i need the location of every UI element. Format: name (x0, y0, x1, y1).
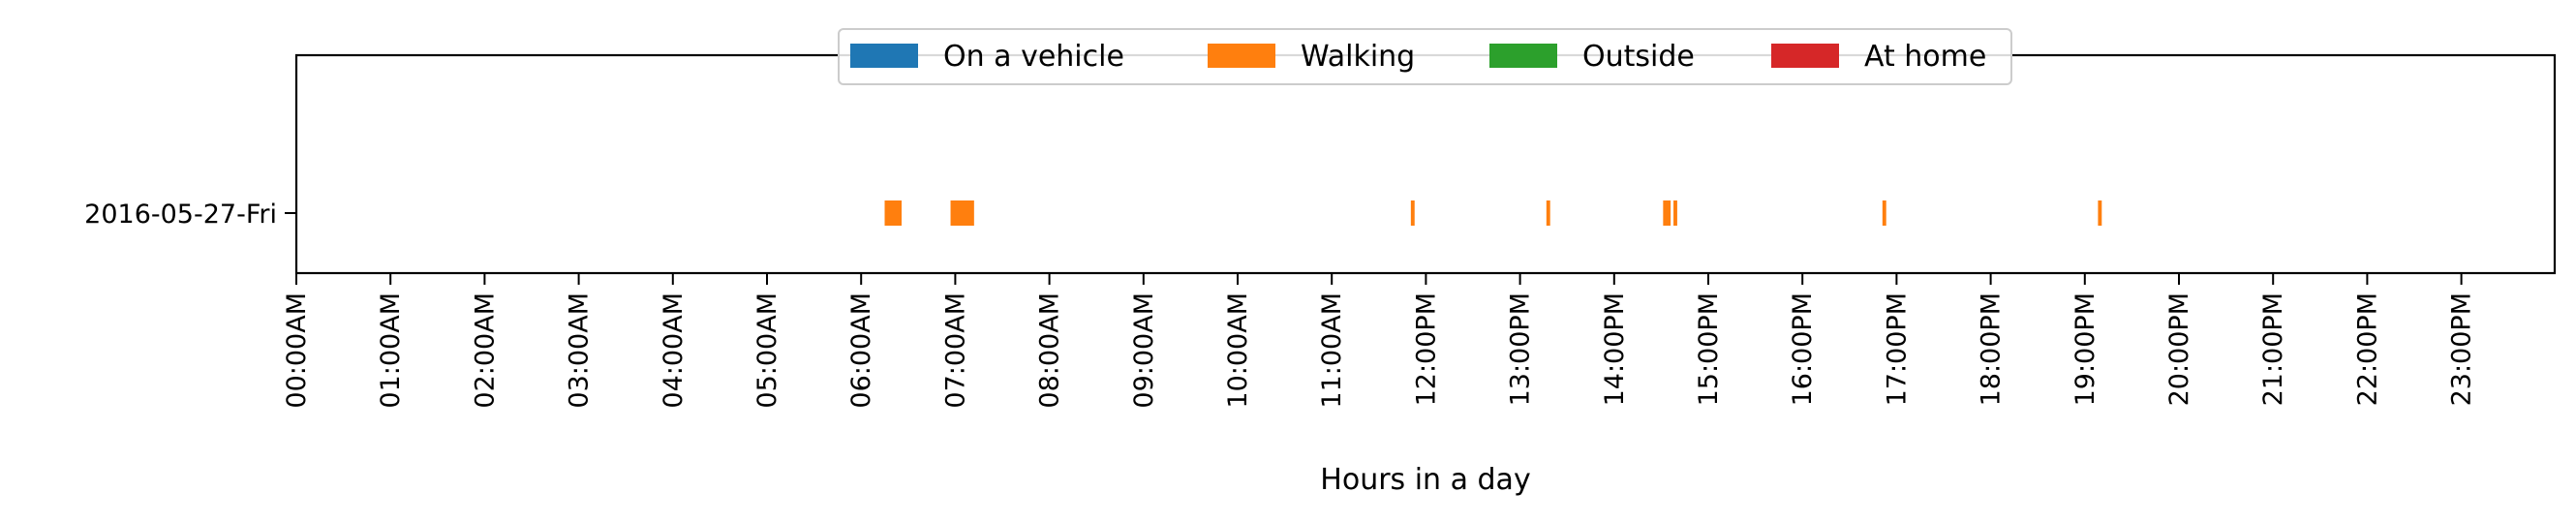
legend-swatch (1208, 44, 1275, 68)
x-tick-label: 15:00PM (1694, 292, 1724, 406)
activity-bar (1882, 200, 1886, 226)
legend-label: At home (1864, 40, 1986, 74)
x-tick-label: 23:00PM (2447, 292, 2477, 406)
activity-bar (884, 200, 902, 226)
x-tick-label: 04:00AM (659, 292, 689, 409)
x-tick-label: 05:00AM (752, 292, 782, 409)
x-tick-label: 07:00AM (940, 292, 970, 409)
x-tick-label: 19:00PM (2070, 292, 2101, 406)
x-tick-label: 20:00PM (2164, 292, 2194, 406)
activity-bar (1663, 200, 1671, 226)
x-tick-label: 17:00PM (1882, 292, 1912, 406)
legend-box (838, 28, 2012, 85)
x-tick-label: 16:00PM (1788, 292, 1818, 406)
legend-label: On a vehicle (943, 40, 1124, 74)
activity-bar (950, 200, 974, 226)
activity-bar (1410, 200, 1415, 226)
legend-swatch (850, 44, 918, 68)
x-tick-label: 13:00PM (1506, 292, 1536, 406)
activity-bar (1673, 200, 1677, 226)
x-tick-label: 06:00AM (846, 292, 876, 409)
x-tick-label: 12:00PM (1411, 292, 1441, 406)
x-tick-label: 11:00AM (1317, 292, 1347, 409)
legend-swatch (1489, 44, 1557, 68)
x-tick-label: 00:00AM (282, 292, 312, 409)
x-tick-label: 03:00AM (565, 292, 595, 409)
legend-label: Outside (1582, 40, 1695, 74)
plot-area (296, 55, 2555, 273)
x-tick-label: 02:00AM (470, 292, 500, 409)
legend-swatch (1771, 44, 1839, 68)
activity-bar (2098, 200, 2102, 226)
x-tick-label: 09:00AM (1129, 292, 1159, 409)
x-tick-label: 14:00PM (1600, 292, 1630, 406)
activity-bar (1546, 200, 1550, 226)
activity-bars (884, 200, 2102, 226)
x-axis-title: Hours in a day (1320, 463, 1530, 497)
x-tick-label: 18:00PM (1977, 292, 2007, 406)
legend-label: Walking (1301, 40, 1415, 74)
x-tick-label: 08:00AM (1035, 292, 1065, 409)
x-tick-label: 10:00AM (1223, 292, 1253, 409)
x-tick-label: 22:00PM (2352, 292, 2382, 406)
x-axis-ticks: 00:00AM 01:00AM 02:00AM 03:00AM 04:00AM 05:00… (282, 273, 2477, 409)
y-axis-ticks: 2016-05-27-Fri (84, 200, 296, 230)
y-tick-label: 2016-05-27-Fri (84, 200, 277, 230)
x-tick-label: 21:00PM (2258, 292, 2288, 406)
chart-legend: On a vehicle Walking Outside At home (838, 28, 2012, 85)
x-tick-label: 01:00AM (376, 292, 406, 409)
